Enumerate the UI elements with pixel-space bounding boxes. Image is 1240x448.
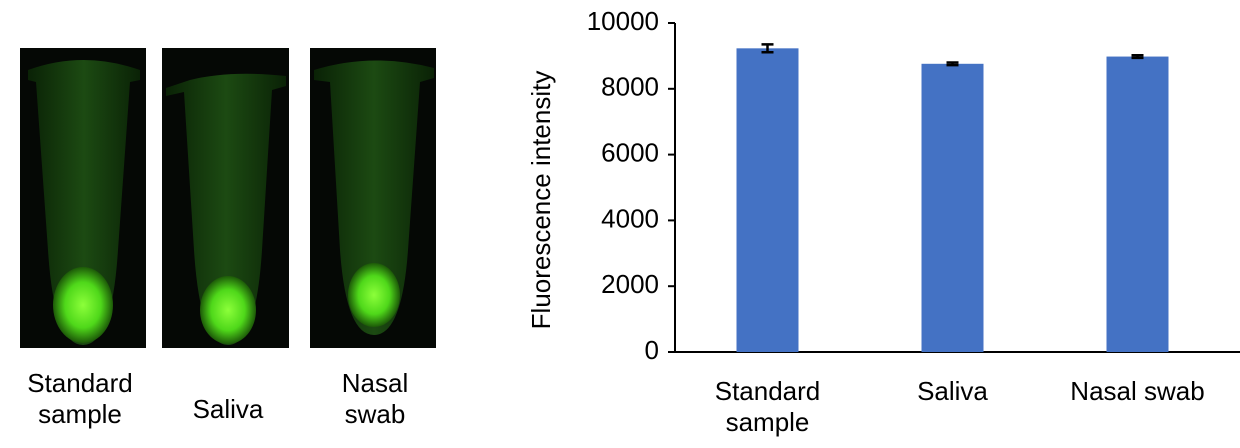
photo-label: Standard sample [20, 366, 140, 432]
photo-1 [20, 48, 146, 348]
photo-label: Saliva [168, 376, 288, 442]
y-tick-label: 0 [645, 335, 659, 365]
y-tick-label: 10000 [587, 6, 659, 36]
bar [1107, 57, 1169, 352]
photo-label: Nasal swab [315, 366, 435, 432]
y-tick-label: 4000 [601, 203, 659, 233]
y-tick-label: 8000 [601, 72, 659, 102]
y-tick-label: 2000 [601, 269, 659, 299]
y-axis-label: Fluorescence intensity [526, 71, 556, 330]
photo-3 [310, 48, 436, 348]
x-tick-label: Saliva [868, 376, 1038, 440]
x-tick-label: Nasal swab [1053, 376, 1223, 440]
error-bar [947, 62, 959, 65]
y-tick-label: 6000 [601, 137, 659, 167]
photo-2 [162, 48, 289, 348]
bar [922, 64, 984, 352]
figure: Fluorescence intensity 0 2000 4000 6000 8000… [0, 0, 1240, 448]
x-tick-label: Standard sample [683, 376, 853, 440]
bar [737, 48, 799, 352]
